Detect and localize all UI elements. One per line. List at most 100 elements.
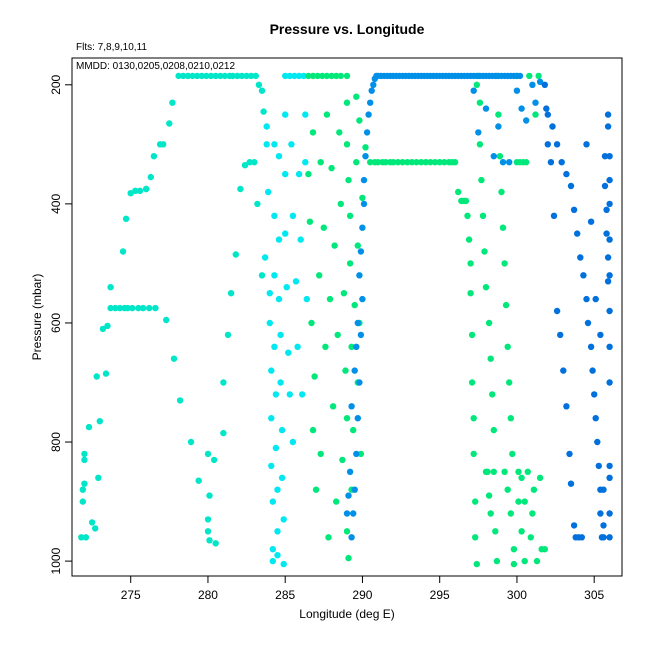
- data-point: [524, 468, 531, 475]
- data-point: [523, 117, 530, 124]
- data-point: [337, 72, 344, 80]
- y-tick-label: 800: [49, 432, 63, 452]
- data-point: [353, 93, 360, 100]
- data-point: [547, 159, 555, 166]
- data-point: [309, 129, 317, 136]
- data-point: [606, 534, 613, 541]
- data-point: [146, 304, 153, 312]
- data-point: [374, 159, 382, 166]
- data-point: [587, 343, 595, 350]
- data-point: [122, 215, 130, 222]
- data-point: [129, 304, 136, 312]
- data-point: [312, 486, 320, 493]
- data-point: [345, 554, 352, 562]
- data-point: [495, 123, 502, 130]
- data-point: [487, 355, 494, 362]
- data-point: [346, 468, 354, 475]
- data-point: [176, 397, 184, 404]
- data-point: [124, 304, 131, 312]
- data-point: [354, 319, 361, 327]
- data-point: [112, 304, 119, 312]
- data-point: [275, 295, 283, 303]
- data-point: [467, 290, 474, 297]
- data-point: [345, 176, 352, 184]
- data-point: [570, 522, 578, 529]
- data-point: [119, 248, 127, 255]
- data-point: [553, 141, 561, 148]
- data-point: [336, 129, 343, 136]
- data-point: [501, 468, 508, 475]
- data-point: [282, 230, 289, 237]
- data-point: [359, 295, 366, 303]
- data-point: [478, 176, 485, 184]
- data-point: [309, 426, 317, 434]
- data-point: [359, 224, 366, 231]
- data-point: [529, 510, 536, 517]
- data-point: [85, 423, 93, 431]
- data-point: [189, 72, 196, 80]
- data-point: [288, 141, 295, 148]
- data-point: [210, 456, 218, 464]
- data-point: [175, 72, 182, 80]
- x-tick-label: 285: [275, 588, 295, 602]
- data-point: [606, 462, 613, 470]
- data-point: [604, 111, 612, 118]
- data-point: [340, 290, 348, 297]
- data-point: [258, 272, 266, 279]
- x-tick-label: 275: [121, 588, 141, 602]
- data-point: [204, 516, 212, 523]
- data-point: [337, 200, 344, 208]
- data-point: [570, 206, 578, 213]
- data-point: [220, 429, 227, 437]
- data-point: [541, 81, 548, 89]
- data-point: [348, 343, 355, 350]
- data-point: [536, 78, 544, 86]
- data-point: [518, 474, 525, 481]
- data-point: [311, 373, 318, 380]
- data-point: [603, 206, 610, 213]
- data-point: [308, 319, 315, 327]
- data-point: [274, 528, 281, 535]
- data-point: [558, 159, 565, 166]
- data-point: [150, 153, 158, 160]
- data-point: [180, 72, 187, 80]
- data-point: [485, 319, 493, 327]
- x-tick-label: 305: [584, 588, 604, 602]
- data-point: [518, 528, 525, 535]
- data-point: [282, 72, 289, 80]
- data-point: [246, 159, 253, 166]
- data-point: [572, 534, 579, 541]
- data-point: [476, 141, 484, 148]
- data-point: [152, 304, 159, 312]
- data-point: [606, 474, 613, 481]
- y-axis: 200 400 600 800 1000: [49, 74, 72, 574]
- data-point: [295, 72, 303, 80]
- mmdd-annotation: MMDD: 0130,0205,0208,0210,0212: [76, 61, 235, 72]
- data-point: [306, 218, 314, 225]
- data-point: [436, 159, 443, 166]
- data-point: [237, 185, 244, 193]
- data-point: [302, 111, 309, 118]
- data-point: [297, 236, 304, 243]
- data-point: [343, 141, 351, 148]
- data-point: [251, 159, 258, 166]
- data-point: [193, 72, 201, 80]
- y-tick-label: 400: [49, 194, 63, 214]
- data-point: [472, 498, 479, 505]
- data-point: [515, 498, 522, 505]
- data-point: [527, 534, 534, 541]
- data-point: [135, 304, 142, 312]
- data-point: [567, 182, 575, 190]
- data-point: [305, 170, 312, 178]
- data-point: [490, 153, 497, 160]
- data-point: [263, 141, 270, 148]
- data-point: [356, 117, 363, 124]
- data-point: [584, 319, 592, 327]
- data-point: [476, 99, 484, 106]
- data-point: [170, 355, 178, 362]
- data-point: [275, 153, 283, 160]
- data-point: [592, 295, 599, 303]
- data-point: [606, 510, 613, 517]
- data-point: [195, 477, 202, 484]
- data-point: [299, 391, 306, 398]
